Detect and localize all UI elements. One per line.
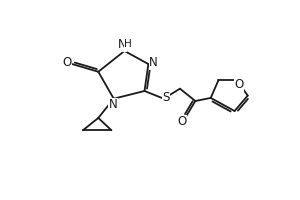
Text: O: O: [178, 115, 187, 128]
Text: O: O: [235, 78, 244, 91]
Text: H: H: [124, 39, 132, 49]
Text: N: N: [109, 98, 117, 111]
Text: N: N: [149, 56, 158, 69]
Text: N: N: [118, 38, 127, 51]
Text: O: O: [62, 56, 71, 69]
Text: S: S: [162, 91, 170, 104]
